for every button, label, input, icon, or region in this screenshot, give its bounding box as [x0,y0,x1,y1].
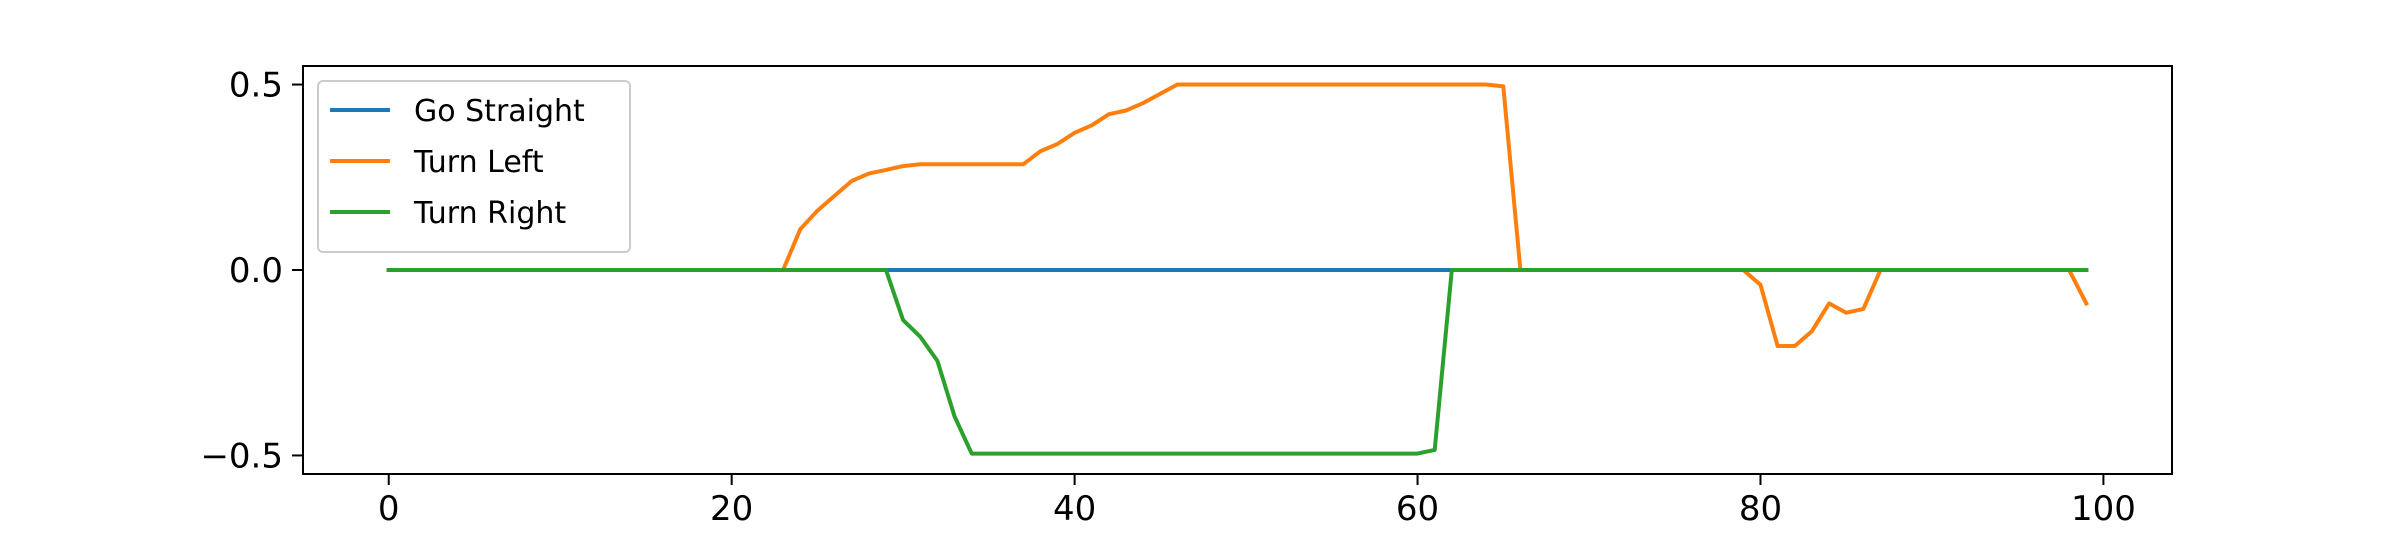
x-tick-label: 80 [1739,489,1782,529]
legend: Go Straight Turn Left Turn Right [317,80,631,253]
x-tick-label: 20 [710,489,753,529]
y-tick-label: −0.5 [200,436,283,476]
series-line-turn-left [386,82,2089,348]
y-tick-label: 0.0 [229,251,283,291]
x-tick-label: 100 [2071,489,2136,529]
y-tick-label: 0.5 [229,66,283,106]
axes-layer: 0 20 40 60 80 100 0.5 0.0 −0.5 [200,66,2135,529]
legend-label-go-straight: Go Straight [414,94,585,129]
x-tick-label: 0 [378,489,400,529]
legend-label-turn-right: Turn Right [413,196,566,231]
x-tick-label: 60 [1396,489,1439,529]
series-layer [386,82,2089,456]
legend-label-turn-left: Turn Left [413,145,544,180]
series-line-turn-right [386,268,2089,456]
x-tick-label: 40 [1053,489,1096,529]
plot-frame [302,65,2173,475]
legend-box [317,80,631,253]
frame-layer [302,65,2173,475]
